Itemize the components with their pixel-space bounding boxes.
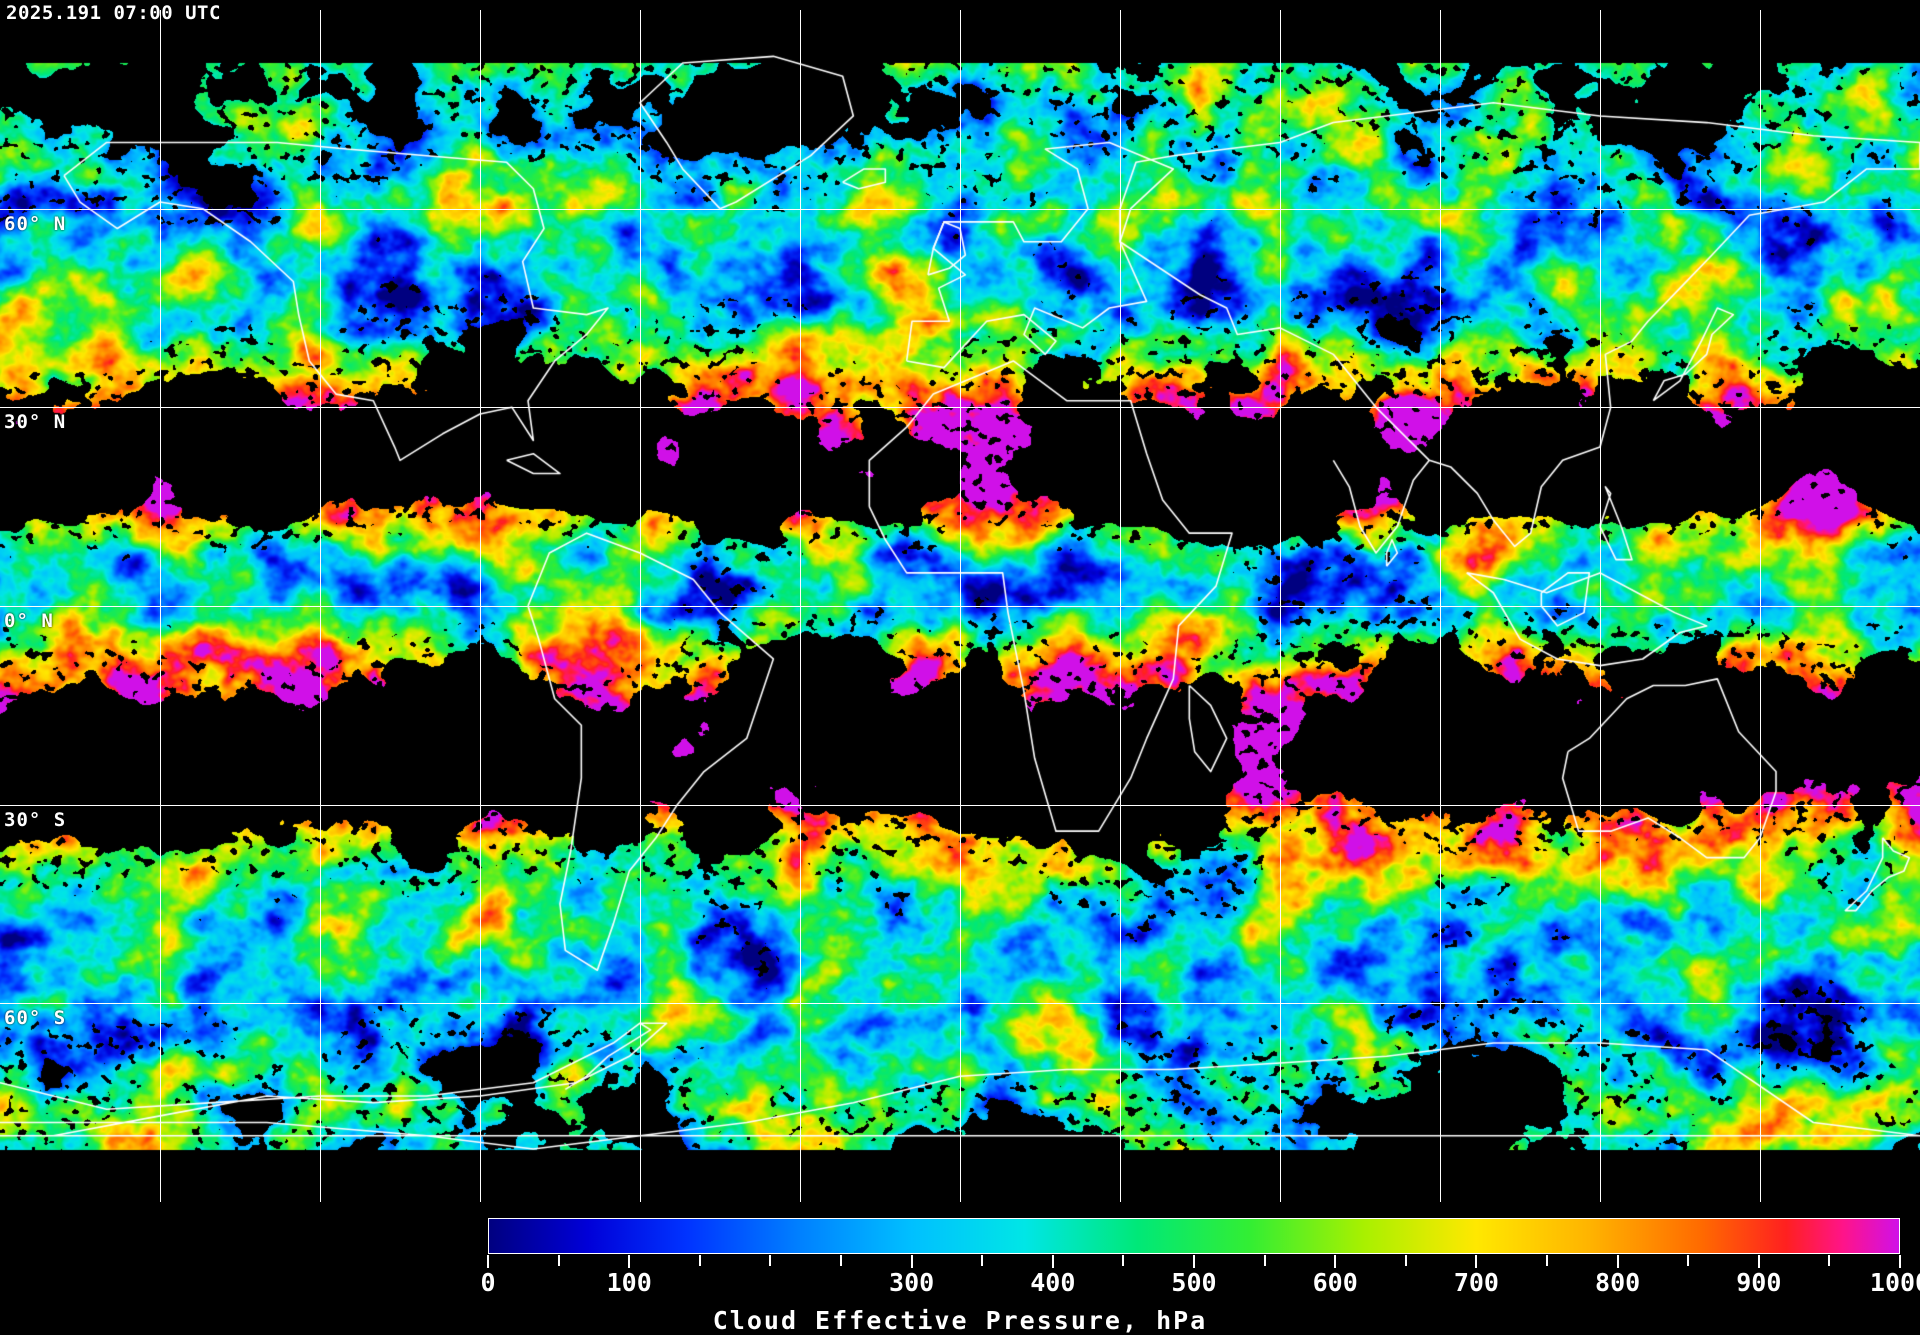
colorbar-tick	[557, 1255, 560, 1266]
colorbar-tick	[840, 1255, 842, 1266]
colorbar-tick	[769, 1255, 772, 1266]
latitude-label: 30° N	[4, 411, 67, 434]
latitude-label: 30° S	[4, 808, 67, 831]
colorbar-tick	[910, 1255, 913, 1268]
colorbar-tick	[1687, 1255, 1690, 1266]
cloud-pressure-raster	[0, 10, 1920, 1202]
colorbar-tick	[1757, 1255, 1760, 1268]
colorbar-tick	[487, 1255, 489, 1268]
colorbar-tick-label: 1000	[1869, 1268, 1920, 1297]
colorbar-tick	[1051, 1255, 1054, 1268]
colorbar-tick-label: 500	[1171, 1268, 1217, 1297]
colorbar-tick-label: 400	[1030, 1268, 1076, 1297]
colorbar-tick	[628, 1255, 631, 1268]
colorbar-tick	[1193, 1255, 1195, 1268]
colorbar-tick-label: 300	[889, 1268, 935, 1297]
colorbar-tick-label: 600	[1312, 1268, 1358, 1297]
colorbar-tick	[1334, 1255, 1337, 1268]
colorbar-tick-label: 100	[606, 1268, 652, 1297]
timestamp-label: 2025.191 07:00 UTC	[6, 2, 221, 24]
colorbar-tick	[1475, 1255, 1478, 1268]
colorbar-title: Cloud Effective Pressure, hPa	[712, 1306, 1208, 1335]
colorbar-gradient	[488, 1218, 1900, 1254]
colorbar-tick	[1122, 1255, 1125, 1266]
global-map-panel: 60° N 30° N 0° N 30° S 60° S	[0, 10, 1920, 1202]
colorbar-tick-label: 0	[480, 1268, 496, 1297]
latitude-label: 60° S	[4, 1007, 67, 1030]
colorbar-tick	[1828, 1255, 1831, 1266]
latitude-label: 0° N	[4, 610, 54, 632]
colorbar-tick	[981, 1255, 984, 1266]
colorbar-tick-label: 800	[1595, 1268, 1641, 1297]
colorbar-tick	[1263, 1255, 1266, 1266]
colorbar-tick	[1899, 1255, 1901, 1268]
colorbar-tick	[1546, 1255, 1548, 1266]
colorbar-tick	[1404, 1255, 1407, 1266]
colorbar-tick	[698, 1255, 701, 1266]
colorbar-tick	[1616, 1255, 1619, 1268]
colorbar-tick-label: 700	[1453, 1268, 1499, 1297]
colorbar-tick-label: 900	[1736, 1268, 1782, 1297]
latitude-label: 60° N	[4, 212, 67, 235]
